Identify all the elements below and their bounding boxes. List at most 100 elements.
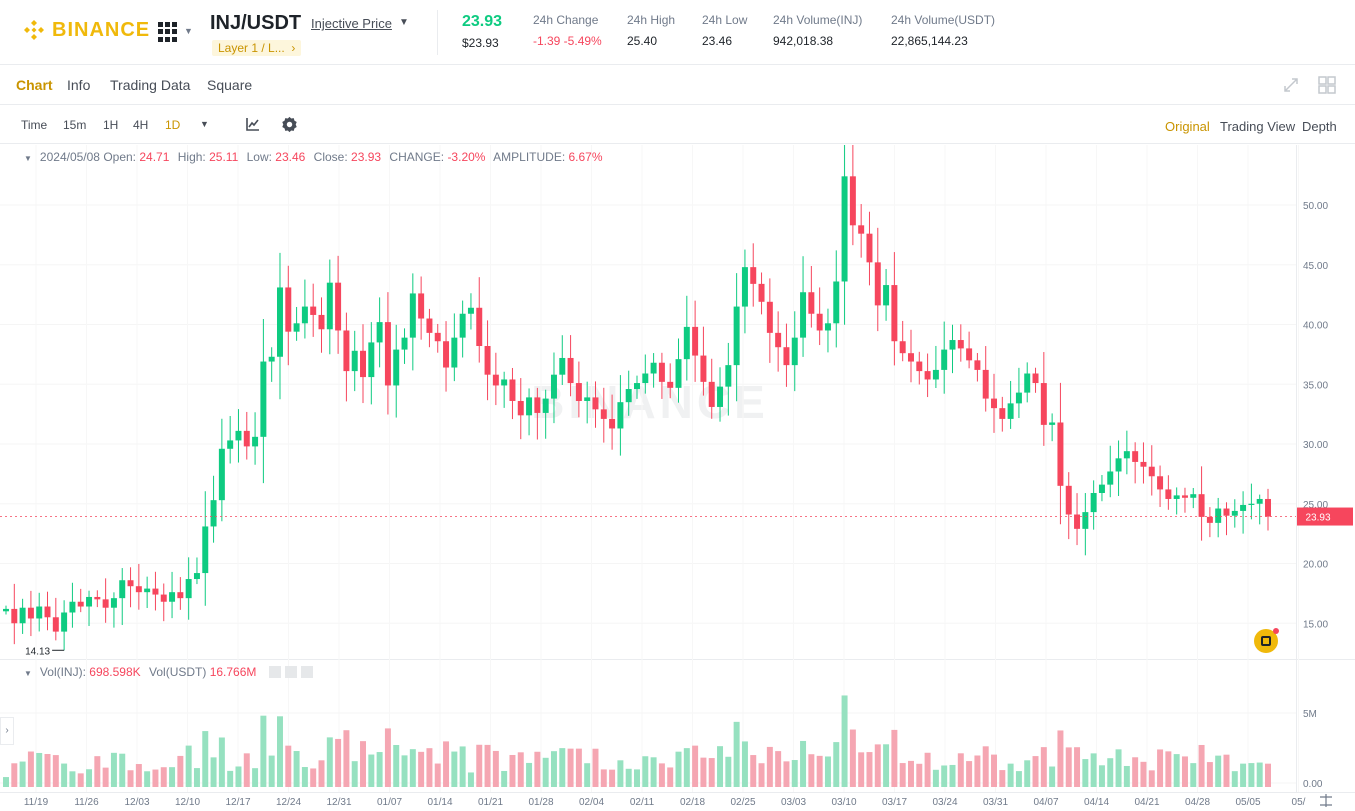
candle-body[interactable]	[1181, 495, 1188, 498]
candle-body[interactable]	[841, 176, 848, 282]
candle-body[interactable]	[384, 322, 391, 386]
candle-body[interactable]	[426, 318, 433, 333]
view-trading-view[interactable]: Trading View	[1220, 119, 1296, 134]
candle-body[interactable]	[1123, 451, 1130, 459]
candle-body[interactable]	[1190, 494, 1197, 498]
candle-body[interactable]	[268, 356, 275, 362]
candle-body[interactable]	[318, 314, 325, 330]
candle-body[interactable]	[1173, 495, 1180, 499]
candle-body[interactable]	[301, 306, 308, 324]
candle-body[interactable]	[36, 606, 43, 619]
candle-body[interactable]	[791, 337, 798, 366]
candle-body[interactable]	[700, 355, 707, 382]
candle-body[interactable]	[326, 282, 333, 330]
candle-body[interactable]	[77, 601, 84, 607]
candle-body[interactable]	[924, 371, 931, 380]
candle-body[interactable]	[1074, 514, 1081, 529]
candle-body[interactable]	[567, 357, 574, 384]
candle-body[interactable]	[800, 292, 807, 338]
candle-body[interactable]	[52, 617, 59, 632]
close-icon[interactable]	[300, 666, 313, 678]
candle-body[interactable]	[675, 359, 682, 388]
gear-icon[interactable]	[281, 116, 298, 133]
tab-info[interactable]: Info	[67, 77, 91, 93]
candle-body[interactable]	[658, 362, 665, 382]
candle-body[interactable]	[883, 285, 890, 306]
candle-body[interactable]	[376, 322, 383, 343]
candle-body[interactable]	[991, 398, 998, 409]
expand-icon[interactable]	[1282, 76, 1300, 94]
eye-icon[interactable]	[268, 666, 281, 678]
candle-body[interactable]	[235, 430, 242, 441]
candle-body[interactable]	[1223, 508, 1230, 516]
candle-body[interactable]	[1198, 494, 1205, 517]
indicator-icon[interactable]	[245, 116, 261, 132]
candle-body[interactable]	[443, 341, 450, 368]
candle-body[interactable]	[725, 365, 732, 387]
candle-body[interactable]	[974, 360, 981, 370]
candle-body[interactable]	[119, 580, 126, 599]
notification-icon[interactable]	[1254, 628, 1279, 653]
candle-body[interactable]	[102, 599, 109, 608]
interval-dropdown-icon[interactable]: ▼	[200, 119, 209, 129]
candle-body[interactable]	[285, 287, 292, 332]
candle-body[interactable]	[1090, 492, 1097, 513]
candle-body[interactable]	[1132, 451, 1139, 462]
candle-body[interactable]	[733, 306, 740, 366]
category-tag[interactable]: Layer 1 / L... ›	[212, 40, 302, 56]
candle-body[interactable]	[1032, 373, 1039, 384]
candle-body[interactable]	[1231, 510, 1238, 516]
candle-body[interactable]	[866, 233, 873, 263]
candle-body[interactable]	[110, 598, 117, 608]
candle-body[interactable]	[966, 348, 973, 361]
tab-trading-data[interactable]: Trading Data	[110, 77, 191, 93]
layout-grid-icon[interactable]	[1318, 76, 1336, 94]
candle-body[interactable]	[393, 349, 400, 386]
candle-body[interactable]	[210, 500, 217, 527]
candle-body[interactable]	[932, 369, 939, 380]
candle-body[interactable]	[1098, 484, 1105, 493]
candle-body[interactable]	[1248, 503, 1255, 505]
candle-body[interactable]	[1040, 383, 1047, 425]
candle-body[interactable]	[617, 402, 624, 429]
candle-body[interactable]	[27, 607, 34, 619]
candle-body[interactable]	[11, 608, 18, 624]
candle-body[interactable]	[467, 307, 474, 314]
candle-body[interactable]	[874, 262, 881, 306]
candle-body[interactable]	[824, 323, 831, 331]
candle-body[interactable]	[227, 440, 234, 449]
candle-body[interactable]	[1240, 504, 1247, 511]
view-original[interactable]: Original	[1165, 119, 1210, 134]
candle-body[interactable]	[650, 362, 657, 374]
pair-dropdown-icon[interactable]: ▼	[399, 17, 409, 28]
candle-body[interactable]	[783, 347, 790, 366]
candle-body[interactable]	[575, 383, 582, 401]
interval-1h[interactable]: 1H	[103, 118, 119, 132]
candle-body[interactable]	[409, 293, 416, 338]
candle-body[interactable]	[260, 361, 267, 437]
collapse-caret-icon[interactable]: ▼	[24, 154, 32, 163]
interval-15m[interactable]: 15m	[63, 118, 87, 132]
candle-body[interactable]	[127, 580, 134, 587]
candle-body[interactable]	[609, 418, 616, 429]
chevron-down-icon[interactable]: ▼	[184, 26, 193, 36]
candle-body[interactable]	[368, 342, 375, 378]
view-depth[interactable]: Depth	[1302, 119, 1337, 134]
candle-body[interactable]	[1148, 466, 1155, 477]
candle-body[interactable]	[177, 592, 184, 599]
candle-body[interactable]	[559, 357, 566, 375]
candle-body[interactable]	[741, 267, 748, 307]
candle-body[interactable]	[459, 313, 466, 338]
candle-body[interactable]	[916, 361, 923, 372]
candle-body[interactable]	[600, 409, 607, 419]
candle-body[interactable]	[542, 398, 549, 413]
candle-body[interactable]	[492, 374, 499, 386]
candle-body[interactable]	[667, 381, 674, 388]
candle-body[interactable]	[1049, 422, 1056, 425]
candle-body[interactable]	[44, 606, 51, 618]
candle-body[interactable]	[957, 340, 964, 349]
candle-body[interactable]	[592, 397, 599, 410]
candle-body[interactable]	[1206, 516, 1213, 523]
candle-body[interactable]	[858, 225, 865, 234]
candle-body[interactable]	[276, 287, 283, 357]
